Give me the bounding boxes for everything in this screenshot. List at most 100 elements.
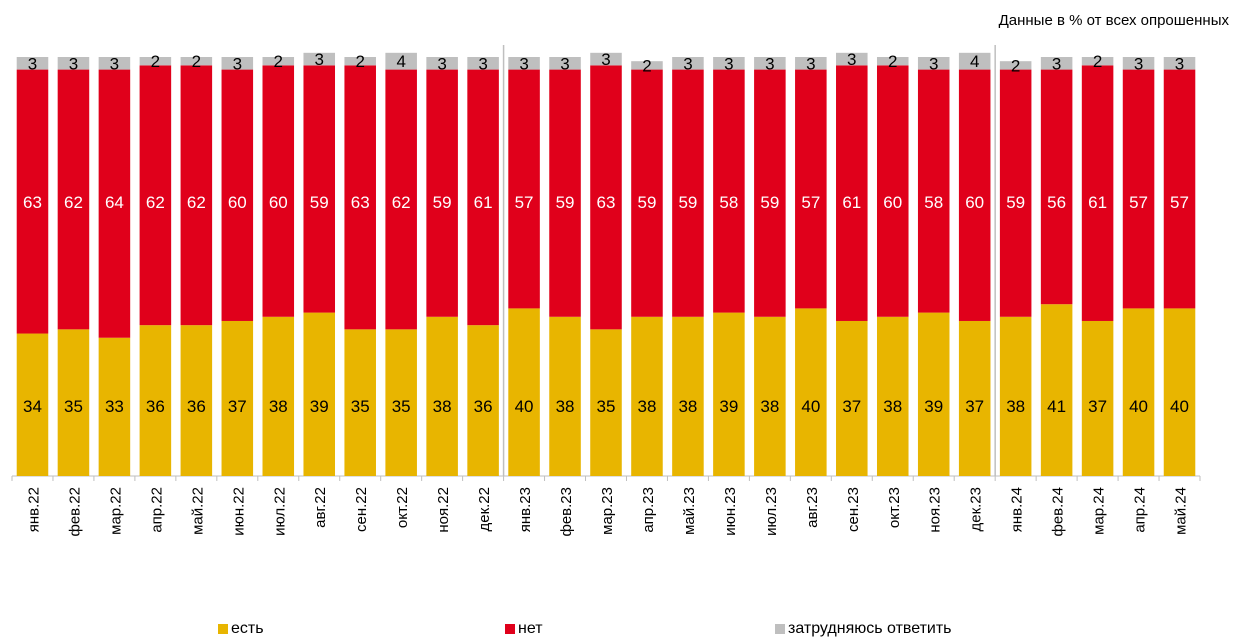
data-label: 60 [228,193,247,212]
data-label: 2 [1011,56,1020,75]
data-label: 59 [678,193,697,212]
bar-segment [1122,308,1155,476]
data-label: 37 [228,397,247,416]
bar-segment [1122,69,1155,309]
data-label: 64 [105,193,124,212]
bar-segment [508,69,540,309]
bar-segment [549,316,581,476]
bar-segment [57,69,90,330]
data-label: 3 [1134,54,1143,73]
data-label: 59 [1006,193,1025,212]
data-label: 3 [110,54,119,73]
category-label: дек.23 [968,487,985,532]
data-label: 2 [192,52,201,71]
category-label: окт.23 [886,487,903,528]
bar-segment [344,57,376,66]
data-label: 62 [64,193,83,212]
bar-segment [385,52,417,70]
bar-segment [1081,57,1114,66]
bar-segment [467,57,499,70]
bar-segment [98,57,131,70]
data-label: 4 [970,52,979,71]
data-label: 59 [310,193,329,212]
category-label: ноя.22 [435,487,452,533]
category-label: фев.22 [66,487,83,537]
bar-segment [958,320,991,476]
data-label: 57 [801,193,820,212]
bar-segment [98,337,131,476]
data-label: 38 [883,397,902,416]
data-label: 59 [556,193,575,212]
legend-swatch [505,624,515,634]
bar-segment [508,57,540,70]
data-label: 2 [274,52,283,71]
bar-segment [1163,69,1196,309]
data-label: 61 [474,193,493,212]
data-label: 39 [924,397,943,416]
bar-segment [1081,65,1114,321]
data-label: 60 [269,193,288,212]
data-label: 41 [1047,397,1066,416]
bar-segment [876,316,909,476]
bar-segment [1081,320,1114,476]
bar-segment [836,52,868,66]
bar-segment [999,69,1032,317]
legend-item: затрудняюсь ответить [775,620,952,638]
data-label: 38 [1006,397,1025,416]
data-label: 3 [233,54,242,73]
data-label: 59 [433,193,452,212]
bar-segment [221,69,254,321]
bar-segment [917,57,950,70]
data-label: 3 [929,54,938,73]
bar-segment [836,320,868,476]
bar-segment [590,65,622,330]
bar-segment [876,57,909,66]
bar-segment [631,316,663,476]
category-label: янв.22 [25,487,42,532]
data-label: 37 [965,397,984,416]
bar-segment [426,69,458,317]
legend-swatch [218,624,228,634]
data-label: 3 [69,54,78,73]
category-label: апр.23 [640,487,657,533]
bar-segment [999,316,1032,476]
category-label: янв.23 [517,487,534,532]
category-label: апр.24 [1132,487,1149,533]
bar-segment [180,325,213,476]
bar-segment [16,333,49,476]
category-label: июл.23 [763,487,780,536]
data-label: 38 [556,397,575,416]
bar-segment [631,61,663,70]
bar-segment [876,65,909,317]
bar-segment [221,57,254,70]
data-label: 39 [719,397,738,416]
data-label: 3 [601,50,610,69]
legend-label: нет [518,620,543,637]
category-label: май.23 [681,487,698,535]
category-label: авг.22 [312,487,329,528]
bar-segment [917,69,950,313]
category-label: мар.23 [599,487,616,535]
legend-label: есть [231,620,264,637]
category-label: окт.22 [394,487,411,528]
bar-segment [508,308,540,476]
bar-segment [713,57,745,70]
category-label: сен.23 [845,487,862,532]
category-label: апр.22 [148,487,165,533]
bar-segment [57,329,90,476]
data-label: 3 [724,54,733,73]
data-label: 36 [146,397,165,416]
bar-segment [1163,57,1196,70]
data-label: 3 [437,54,446,73]
data-label: 62 [187,193,206,212]
data-label: 3 [28,54,37,73]
bar-segment [303,52,336,66]
bar-segment [1040,304,1073,476]
bar-segment [385,69,417,330]
bar-segment [385,329,417,476]
bar-segment [795,57,827,70]
bar-segment [344,65,376,330]
category-label: май.22 [189,487,206,535]
data-label: 38 [433,397,452,416]
bar-segment [631,69,663,317]
